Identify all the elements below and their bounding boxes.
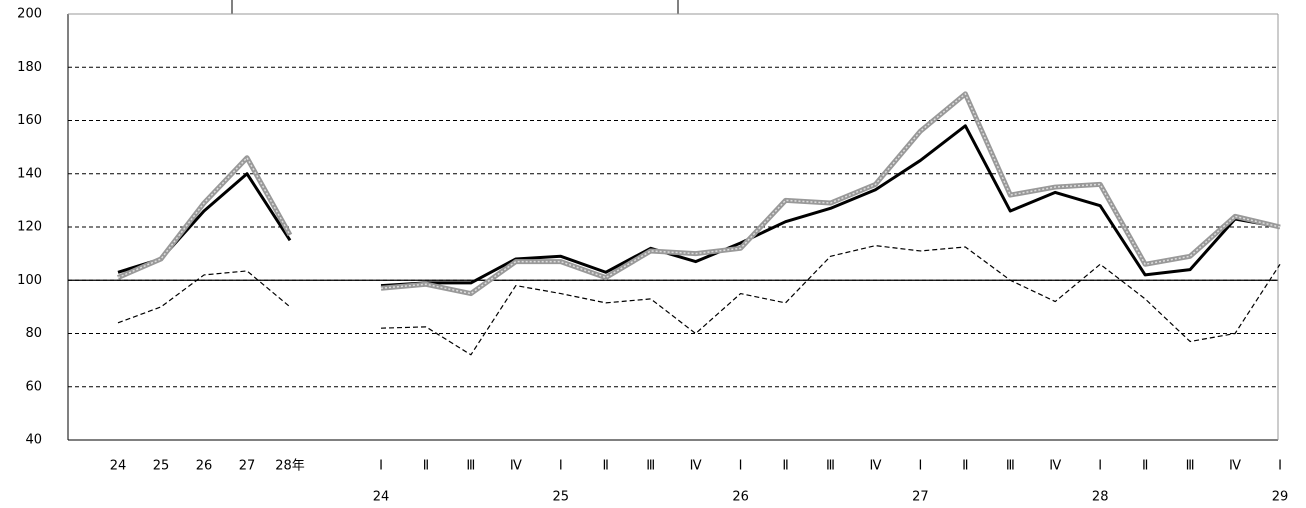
y-tick-label: 200 [17, 7, 42, 22]
x-year-label: 26 [732, 490, 749, 505]
x-tick-label: Ⅲ [466, 459, 475, 474]
x-tick-label: 24 [110, 459, 127, 474]
y-tick-label: 40 [25, 433, 42, 448]
x-tick-label: Ⅳ [690, 459, 702, 474]
x-tick-label: Ⅰ [559, 459, 563, 474]
legend-box [231, 0, 679, 15]
x-tick-label: Ⅲ [826, 459, 835, 474]
y-tick-label: 80 [25, 326, 42, 341]
x-tick-label: Ⅰ [739, 459, 743, 474]
y-tick-label: 160 [17, 113, 42, 128]
y-tick-label: 100 [17, 273, 42, 288]
series-line [117, 124, 1281, 288]
x-tick-label: Ⅱ [782, 459, 788, 474]
x-tick-label: Ⅳ [1229, 459, 1241, 474]
x-year-label: 25 [553, 490, 570, 505]
x-year-label: 27 [912, 490, 929, 505]
y-tick-label: 60 [25, 379, 42, 394]
x-tick-label: Ⅲ [1186, 459, 1195, 474]
x-tick-label: Ⅱ [1142, 459, 1148, 474]
x-tick-label: Ⅰ [1278, 459, 1282, 474]
x-tick-label: 25 [153, 459, 170, 474]
x-tick-label: Ⅱ [423, 459, 429, 474]
y-tick-label: 120 [17, 220, 42, 235]
x-year-label: 24 [373, 490, 390, 505]
x-tick-label: Ⅲ [646, 459, 655, 474]
x-tick-label: 27 [239, 459, 256, 474]
x-year-label: 28 [1092, 490, 1109, 505]
x-tick-label: Ⅰ [379, 459, 383, 474]
y-tick-label: 180 [17, 60, 42, 75]
x-tick-label: Ⅰ [1098, 459, 1102, 474]
x-tick-label: 26 [196, 459, 213, 474]
y-tick-label: 140 [17, 166, 42, 181]
x-tick-label: Ⅳ [1049, 459, 1061, 474]
series-line [117, 245, 1281, 356]
x-tick-label: Ⅰ [918, 459, 922, 474]
x-tick-label: Ⅳ [510, 459, 522, 474]
x-tick-label: 28年 [275, 459, 305, 474]
x-year-label: 29 [1272, 490, 1289, 505]
x-tick-label: Ⅲ [1006, 459, 1015, 474]
x-tick-label: Ⅱ [962, 459, 968, 474]
x-tick-label: Ⅱ [603, 459, 609, 474]
x-tick-label: Ⅳ [869, 459, 881, 474]
series-line-dots [117, 92, 1281, 295]
